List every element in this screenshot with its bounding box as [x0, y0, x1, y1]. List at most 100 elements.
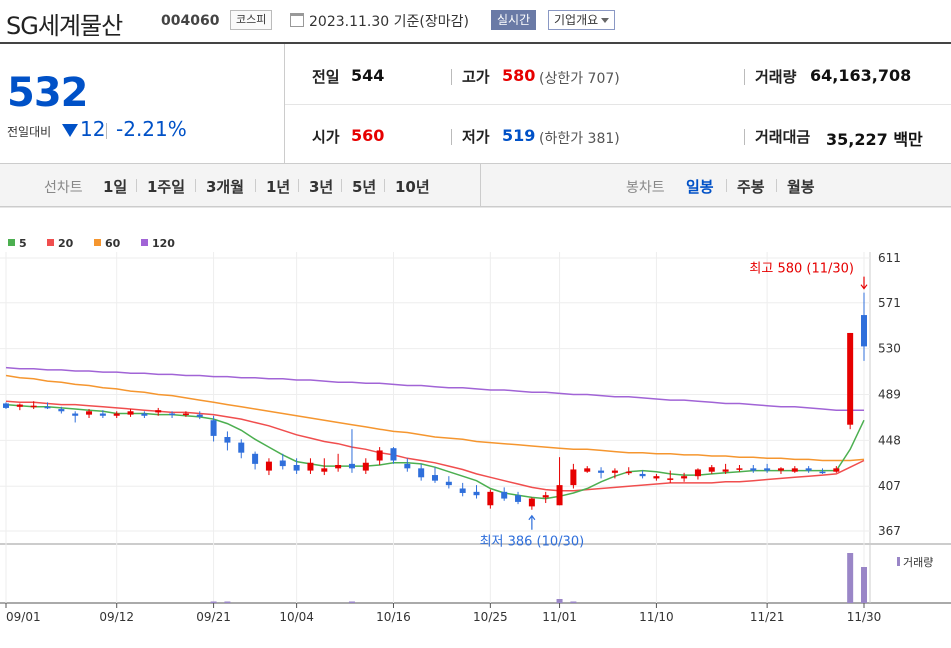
period-10y[interactable]: 10년 [395, 178, 430, 196]
candle-body [348, 463, 355, 469]
candle-body [3, 403, 9, 408]
volume-bar [847, 553, 854, 603]
candle-body [155, 410, 162, 413]
x-tick-label: 10/25 [473, 610, 508, 624]
candle-chart-label: 봉차트 [626, 180, 665, 196]
prev-close-value: 544 [351, 66, 385, 85]
volume-bar [210, 601, 217, 603]
high-annotation: 최고 580 (11/30) [749, 262, 854, 277]
period-1y[interactable]: 1년 [266, 178, 291, 196]
candle-daily[interactable]: 일봉 [686, 178, 714, 196]
axes: 611 571 530 489 448 407 367 09/01 09/12 09/21 10/0… [5, 251, 901, 624]
x-tick-label: 09/01 [6, 610, 41, 624]
candle-body [515, 495, 522, 502]
x-tick-label: 11/30 [847, 610, 882, 624]
candle-body [459, 488, 466, 493]
candle-body [819, 471, 826, 474]
change-percent: -2.21% [116, 117, 187, 141]
low-arrow-icon [528, 514, 536, 530]
candle-body [196, 414, 203, 417]
candle-body [681, 476, 688, 479]
candle-body [72, 413, 79, 416]
legend-swatch [94, 239, 101, 246]
x-tick-label: 11/21 [750, 610, 785, 624]
volume-legend-swatch [897, 557, 900, 566]
y-tick-label: 448 [878, 433, 901, 447]
legend-swatch [47, 239, 54, 246]
candle-body [16, 404, 23, 407]
ma120-line [5, 366, 864, 411]
x-tick-label: 09/21 [196, 610, 231, 624]
low-value: 519 [502, 126, 536, 145]
x-tick-label: 09/12 [99, 610, 134, 624]
candle-body [169, 413, 176, 416]
current-price: 532 [7, 70, 88, 116]
open-label: 시가 [312, 128, 340, 146]
change-label: 전일대비 [7, 125, 52, 139]
candle-body [279, 460, 286, 467]
realtime-button[interactable]: 실시간 [491, 10, 537, 30]
candle-body [639, 473, 646, 477]
volume-bars: 거래량 [210, 553, 933, 603]
candle-body [376, 450, 383, 461]
high-value: 580 [502, 66, 536, 85]
company-overview-button[interactable]: 기업개요 [548, 10, 616, 30]
candle-body [805, 468, 812, 471]
lower-limit: (하한가 381) [539, 131, 620, 147]
period-3y[interactable]: 3년 [309, 178, 334, 196]
candle-body [362, 462, 369, 471]
candle-body [141, 413, 148, 416]
candle-body [30, 405, 37, 408]
volume-value: 64,163,708 [810, 66, 912, 85]
candle-body [570, 469, 577, 486]
candle-body [390, 448, 397, 461]
y-tick-label: 489 [878, 388, 901, 402]
candle-body [861, 315, 867, 347]
x-tick-label: 10/16 [376, 610, 411, 624]
legend-label: 20 [58, 237, 74, 250]
candle-body [584, 468, 591, 472]
period-1d[interactable]: 1일 [103, 178, 128, 196]
candle-body [764, 468, 771, 471]
group-divider [480, 164, 481, 207]
stock-chart: 5 20 60 120 최고 580 (11/30) 최저 386 (10/30) 거래… [0, 207, 951, 648]
legend-swatch [141, 239, 148, 246]
candle-body [556, 485, 563, 506]
candle-body [487, 491, 494, 506]
high-label: 고가 [462, 68, 490, 86]
prev-close-label: 전일 [312, 68, 340, 86]
candle-body [625, 471, 632, 474]
ma60-line [5, 374, 865, 462]
divider [255, 179, 256, 192]
legend-swatch [8, 239, 15, 246]
trade-amount-value: 35,227 백만 [826, 130, 923, 149]
candle-body [736, 468, 743, 470]
period-1w[interactable]: 1주일 [147, 178, 186, 196]
down-arrow-icon [62, 124, 78, 137]
row-divider [285, 104, 951, 105]
stock-code: 004060 [161, 13, 220, 29]
market-badge: 코스피 [230, 10, 273, 30]
period-5y[interactable]: 5년 [352, 178, 377, 196]
divider [341, 179, 342, 192]
candle-body [99, 413, 106, 416]
period-3m[interactable]: 3개월 [206, 178, 245, 196]
candle-weekly[interactable]: 주봉 [737, 178, 765, 196]
volume-bar [861, 567, 867, 603]
candle-body [44, 406, 51, 409]
candle-body [404, 463, 411, 469]
candle-body [335, 464, 342, 469]
divider [298, 179, 299, 192]
ma5-line [5, 403, 865, 500]
candle-body [58, 409, 65, 412]
change-value: 12 [80, 117, 106, 141]
candle-body [542, 495, 549, 498]
y-tick-label: 571 [878, 296, 901, 310]
candle-monthly[interactable]: 월봉 [787, 178, 815, 196]
y-tick-label: 611 [878, 251, 901, 265]
price-summary: 532 전일대비 12 -2.21% 전일 544 고가 580 (상한가 70… [0, 44, 951, 164]
candle-body [791, 468, 798, 472]
line-chart-label: 선차트 [44, 180, 83, 196]
stock-name: SG세계물산 [6, 12, 123, 40]
annotations: 최고 580 (11/30) 최저 386 (10/30) [480, 262, 868, 550]
